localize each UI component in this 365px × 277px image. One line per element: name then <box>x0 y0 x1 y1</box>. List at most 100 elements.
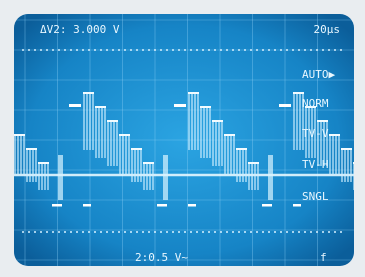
trace-step <box>188 92 199 94</box>
oscilloscope-photo: ΔV2: 3.000 V 20μs AUTO▶ NORM TV-V TV-H S… <box>0 0 365 277</box>
trace-stripe <box>38 162 40 190</box>
trace-stripe <box>119 134 121 174</box>
menu-item: SNGL <box>302 190 329 203</box>
trace-stripe <box>242 148 244 182</box>
trace-stripe <box>134 148 136 182</box>
trace-stripe <box>335 134 337 174</box>
trace-stripe <box>296 92 298 150</box>
trace-step <box>143 162 154 164</box>
trace-dash <box>262 204 272 207</box>
trace-stripe <box>245 148 247 182</box>
trace-level <box>279 104 291 107</box>
trace-stripe <box>200 106 202 158</box>
trace-stripe <box>137 148 139 182</box>
menu-item: AUTO▶ <box>302 68 335 81</box>
trace-stripe <box>92 92 94 150</box>
trace-step <box>131 148 142 150</box>
trace-stripe <box>194 92 196 150</box>
trace-stripe <box>104 106 106 158</box>
trace-stripe <box>191 92 193 150</box>
trace-stripe <box>257 162 259 190</box>
trace-level <box>174 104 186 107</box>
trace-dash <box>157 204 167 207</box>
trace-stripe <box>224 134 226 174</box>
menu-item: NORM <box>302 97 329 110</box>
trace-stripe <box>41 162 43 190</box>
trace-stripe <box>17 134 19 174</box>
trace-pulse <box>163 155 168 200</box>
trace-stripe <box>149 162 151 190</box>
trace-step <box>224 134 235 136</box>
trace-stripe <box>341 148 343 182</box>
trace-stripe <box>125 134 127 174</box>
mode-readout: f <box>320 251 327 264</box>
menu-item: TV-V <box>302 127 329 140</box>
trace-stripe <box>218 120 220 166</box>
trace-stripe <box>128 134 130 174</box>
trace-stripe <box>110 120 112 166</box>
trace-stripe <box>212 120 214 166</box>
trace-step <box>200 106 211 108</box>
trace-step <box>107 120 118 122</box>
trace-stripe <box>107 120 109 166</box>
channel-readout: 2:0.5 V~ <box>135 251 188 264</box>
trace-dash <box>188 204 196 207</box>
trace-step <box>317 120 328 122</box>
trace-stripe <box>101 106 103 158</box>
trace-stripe <box>227 134 229 174</box>
trace-stripe <box>116 120 118 166</box>
trace-stripe <box>236 148 238 182</box>
trace-step <box>119 134 130 136</box>
trace-stripe <box>44 162 46 190</box>
trace-stripe <box>23 134 25 174</box>
trace-stripe <box>140 148 142 182</box>
trace-stripe <box>131 148 133 182</box>
trace-step <box>329 134 340 136</box>
trace-level <box>69 104 81 107</box>
trace-dash <box>83 204 91 207</box>
trace-stripe <box>344 148 346 182</box>
trace-stripe <box>122 134 124 174</box>
trace-step <box>38 162 49 164</box>
trace-stripe <box>98 106 100 158</box>
trace-stripe <box>89 92 91 150</box>
trace-stripe <box>221 120 223 166</box>
trace-stripe <box>209 106 211 158</box>
trace-stripe <box>35 148 37 182</box>
trace-stripe <box>248 162 250 190</box>
trace-stripe <box>233 134 235 174</box>
trace-pulse <box>268 155 273 200</box>
trace-stripe <box>251 162 253 190</box>
trace-stripe <box>293 92 295 150</box>
trace-stripe <box>329 134 331 174</box>
trace-stripe <box>188 92 190 150</box>
trace-stripe <box>86 92 88 150</box>
trace-stripe <box>47 162 49 190</box>
trace-stripe <box>332 134 334 174</box>
trace-dash <box>293 204 301 207</box>
trace-step <box>212 120 223 122</box>
trace-step <box>83 92 94 94</box>
trace-stripe <box>197 92 199 150</box>
trace-step <box>26 148 37 150</box>
trace-stripe <box>254 162 256 190</box>
trace-stripe <box>95 106 97 158</box>
trace-stripe <box>152 162 154 190</box>
trace-stripe <box>230 134 232 174</box>
delta-v-readout: ΔV2: 3.000 V <box>40 23 120 36</box>
trace-stripe <box>215 120 217 166</box>
trace-stripe <box>29 148 31 182</box>
trace-stripe <box>143 162 145 190</box>
trace-stripe <box>203 106 205 158</box>
trace-stripe <box>20 134 22 174</box>
trace-stripe <box>347 148 349 182</box>
trace-step <box>248 162 259 164</box>
timebase: 20μs <box>314 23 341 36</box>
trace-step <box>14 134 25 136</box>
trace-step <box>293 92 304 94</box>
trace-stripe <box>299 92 301 150</box>
trace-pulse <box>58 155 63 200</box>
trace-stripe <box>83 92 85 150</box>
trace-stripe <box>146 162 148 190</box>
trace-stripe <box>239 148 241 182</box>
